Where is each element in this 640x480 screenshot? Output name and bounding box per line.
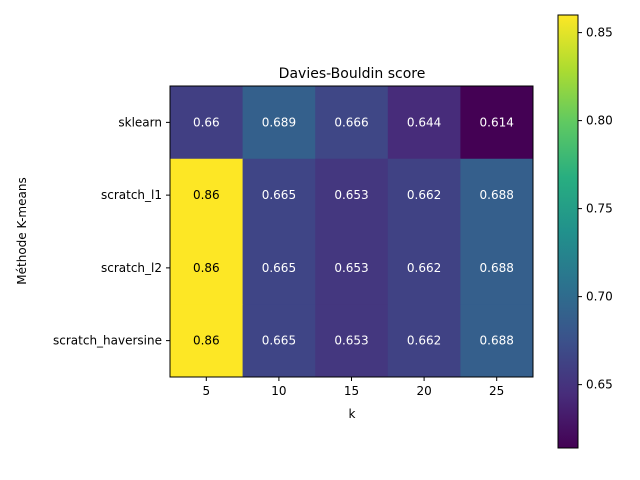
colorbar [557,14,579,449]
cell-value-label: 0.86 [193,261,220,275]
heatmap-cell [387,158,461,232]
colorbar-tick-label: 0.75 [586,202,613,216]
x-axis-ticks: 5 10 15 20 25 [202,377,504,398]
cell-value-label: 0.665 [262,261,296,275]
x-tick-label: 15 [344,384,359,398]
colorbar-tick-label: 0.70 [586,290,613,304]
heatmap-cell [170,158,244,232]
heatmap-cells [170,86,534,378]
cell-value-label: 0.665 [262,334,296,348]
cell-value-label: 0.688 [480,334,514,348]
heatmap-cell [170,86,244,160]
colorbar-tick-label: 0.80 [586,114,613,128]
cell-value-label: 0.86 [193,188,220,202]
chart-title: Davies-Bouldin score [279,66,426,82]
colorbar-ticks: 0.65 0.70 0.75 0.80 0.85 [578,26,613,392]
heatmap-cell [460,86,534,160]
cell-value-label: 0.688 [480,261,514,275]
colorbar-tick-label: 0.65 [586,378,613,392]
y-tick-label: scratch_l2 [101,261,162,275]
cell-value-label: 0.665 [262,188,296,202]
heatmap-cell [170,231,244,305]
heatmap-cell [242,231,316,305]
cell-value-label: 0.66 [193,115,220,129]
heatmap-cell [460,158,534,232]
heatmap-cell [460,304,534,378]
heatmap-cell [315,304,389,378]
cell-value-label: 0.662 [407,334,441,348]
cell-value-label: 0.86 [193,334,220,348]
heatmap-cell [242,86,316,160]
heatmap-cell [460,231,534,305]
x-tick-label: 10 [271,384,286,398]
heatmap-cell [387,304,461,378]
cell-value-label: 0.653 [334,334,368,348]
heatmap-cell [387,86,461,160]
heatmap-cell [315,86,389,160]
colorbar-tick-label: 0.85 [586,26,613,40]
heatmap-cell [170,304,244,378]
y-axis-ticks: sklearn scratch_l1 scratch_l2 scratch_haver… [53,115,170,348]
y-tick-label: scratch_haversine [53,334,162,348]
heatmap-cell [315,231,389,305]
x-axis-label: k [349,407,356,421]
cell-value-label: 0.644 [407,115,441,129]
cell-value-label: 0.666 [334,115,368,129]
heatmap-cell [242,304,316,378]
cell-value-label: 0.662 [407,188,441,202]
x-tick-label: 20 [416,384,431,398]
cell-value-label: 0.689 [262,115,296,129]
y-tick-label: sklearn [118,115,162,129]
x-tick-label: 25 [489,384,504,398]
cell-value-label: 0.614 [480,115,514,129]
heatmap-cell [387,231,461,305]
cell-value-label: 0.688 [480,188,514,202]
y-axis-label: Méthode K-means [15,177,29,284]
y-tick-label: scratch_l1 [101,188,162,202]
heatmap-cell [242,158,316,232]
cell-value-labels: 0.66 0.689 0.666 0.644 0.614 0.86 0.665 0.653 0.… [193,115,514,347]
x-tick-label: 5 [202,384,210,398]
heatmap-cell [315,158,389,232]
cell-value-label: 0.662 [407,261,441,275]
cell-value-label: 0.653 [334,188,368,202]
cell-value-label: 0.653 [334,261,368,275]
